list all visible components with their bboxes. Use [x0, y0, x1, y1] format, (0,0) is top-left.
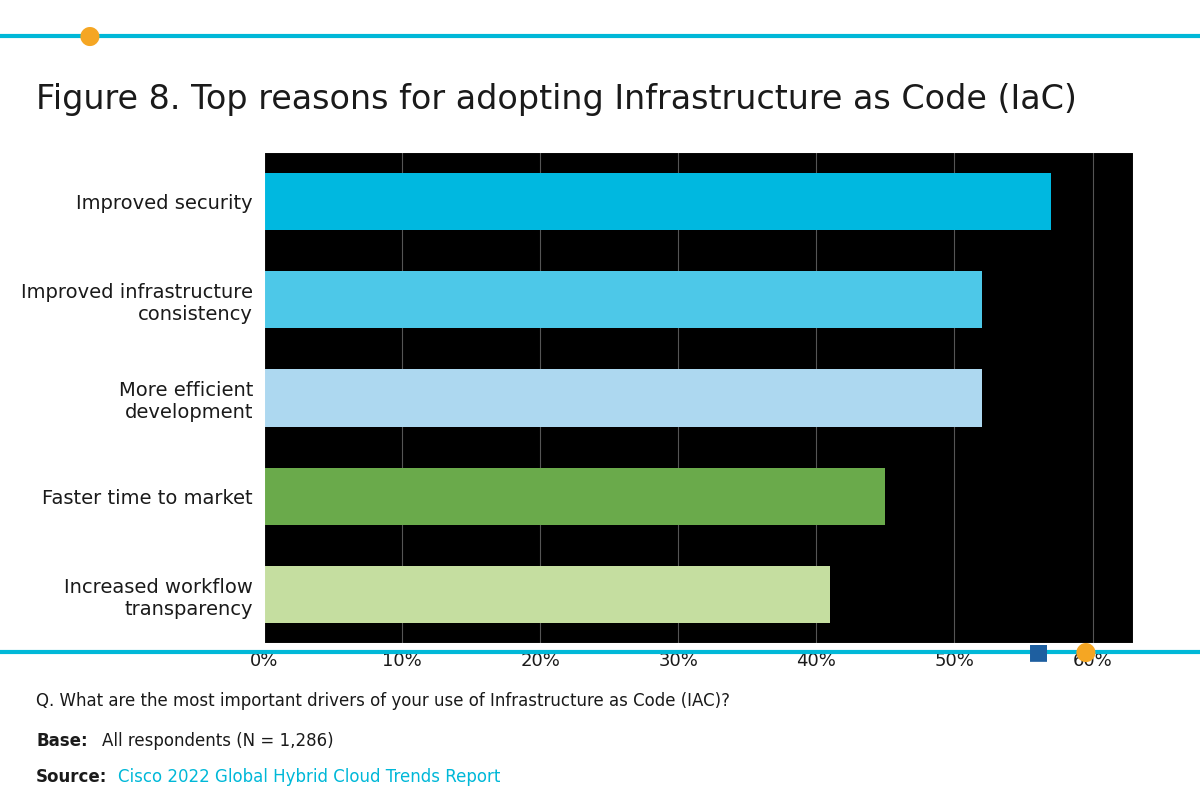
- Bar: [264, 370, 982, 426]
- Text: Figure 8. Top reasons for adopting Infrastructure as Code (IaC): Figure 8. Top reasons for adopting Infra…: [36, 83, 1076, 117]
- Text: ●: ●: [1075, 640, 1097, 664]
- Bar: [264, 468, 886, 525]
- Text: Source:: Source:: [36, 768, 107, 786]
- Bar: [264, 566, 830, 623]
- Text: Base:: Base:: [36, 732, 88, 750]
- Text: Q. What are the most important drivers of your use of Infrastructure as Code (IA: Q. What are the most important drivers o…: [36, 692, 730, 710]
- Bar: [264, 173, 1051, 230]
- Text: Cisco 2022 Global Hybrid Cloud Trends Report: Cisco 2022 Global Hybrid Cloud Trends Re…: [118, 768, 500, 786]
- Bar: [264, 271, 982, 328]
- Text: ●: ●: [79, 24, 101, 48]
- Text: All respondents (N = 1,286): All respondents (N = 1,286): [102, 732, 334, 750]
- Text: ■: ■: [1027, 642, 1049, 662]
